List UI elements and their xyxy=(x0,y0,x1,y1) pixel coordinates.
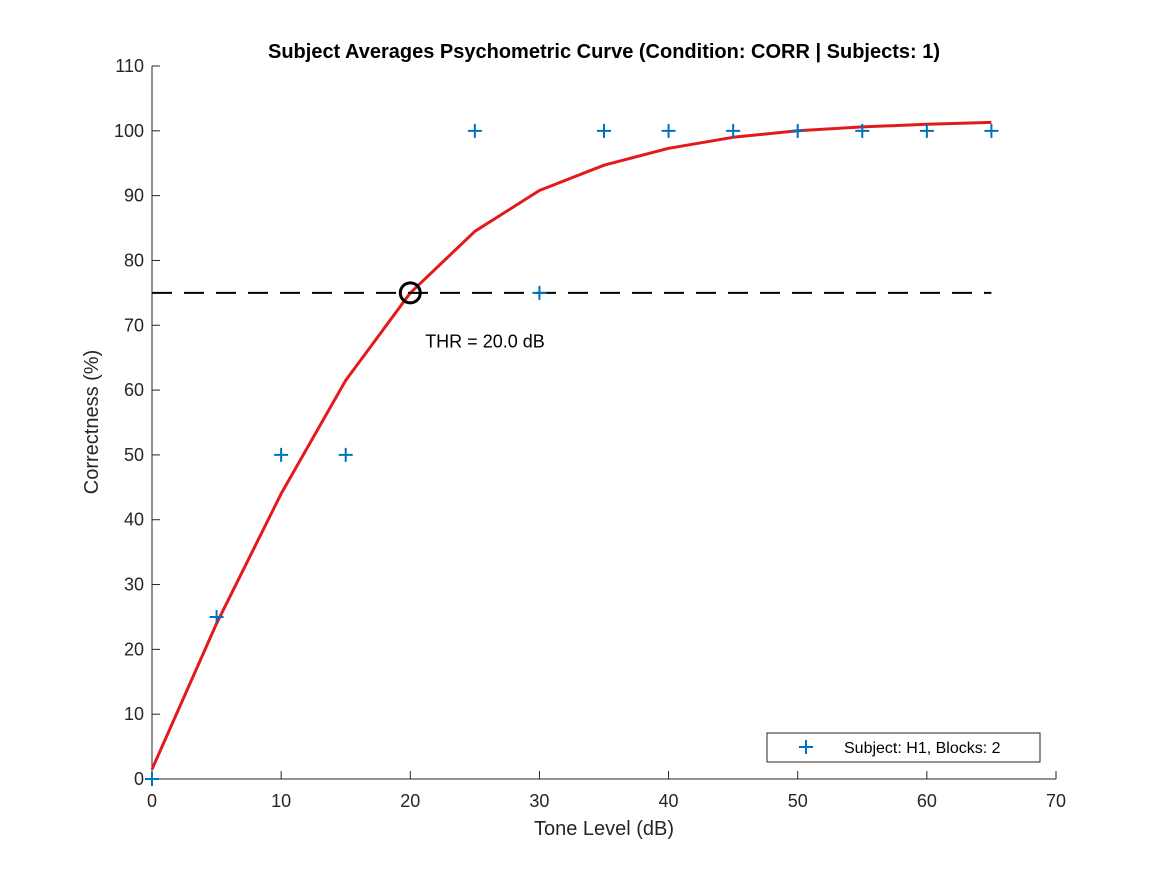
x-tick-label: 40 xyxy=(659,791,679,811)
y-tick-label: 60 xyxy=(124,380,144,400)
fit-curve-line xyxy=(150,120,992,770)
data-point-marker xyxy=(597,123,611,138)
y-tick-label: 0 xyxy=(134,769,144,789)
data-point-marker xyxy=(855,123,870,138)
data-point-marker xyxy=(919,123,934,138)
x-tick-label: 70 xyxy=(1046,791,1066,811)
y-tick-label: 40 xyxy=(124,510,144,530)
x-tick-label: 20 xyxy=(400,791,420,811)
data-point-marker xyxy=(274,447,289,462)
y-tick-label: 20 xyxy=(124,639,144,659)
threshold-circle-marker xyxy=(398,281,422,305)
x-tick-label: 30 xyxy=(529,791,549,811)
data-point-marker xyxy=(726,123,741,138)
legend-plus-marker xyxy=(799,740,813,754)
data-point-marker xyxy=(984,123,999,138)
y-tick-label: 110 xyxy=(115,56,144,76)
threshold-annotation: THR = 20.0 dB xyxy=(425,331,545,351)
x-axis-label: Tone Level (dB) xyxy=(534,818,674,840)
y-tick-label: 50 xyxy=(124,445,144,465)
legend-label: Subject: H1, Blocks: 2 xyxy=(844,740,1001,757)
y-tick-label: 10 xyxy=(124,704,144,724)
x-tick-label: 50 xyxy=(788,791,808,811)
legend: Subject: H1, Blocks: 2 xyxy=(766,732,1041,763)
data-point-marker xyxy=(532,285,547,300)
x-tick-label: 0 xyxy=(147,791,157,811)
y-tick-label: 90 xyxy=(124,186,144,206)
y-tick-label: 70 xyxy=(124,315,144,335)
data-point-marker xyxy=(790,123,805,138)
y-tick-label: 80 xyxy=(124,250,144,270)
data-point-marker xyxy=(209,609,224,624)
data-point-marker xyxy=(145,772,159,786)
data-point-marker xyxy=(338,447,353,462)
x-tick-label: 10 xyxy=(271,791,291,811)
x-tick-label: 60 xyxy=(917,791,937,811)
legend-marker-icon xyxy=(799,740,813,754)
data-point-marker xyxy=(661,123,676,138)
y-tick-label: 100 xyxy=(114,121,144,141)
y-tick-label: 30 xyxy=(124,575,144,595)
data-point-marker xyxy=(467,123,482,138)
chart-title: Subject Averages Psychometric Curve (Con… xyxy=(268,41,940,63)
y-axis-label: Correctness (%) xyxy=(81,350,103,494)
